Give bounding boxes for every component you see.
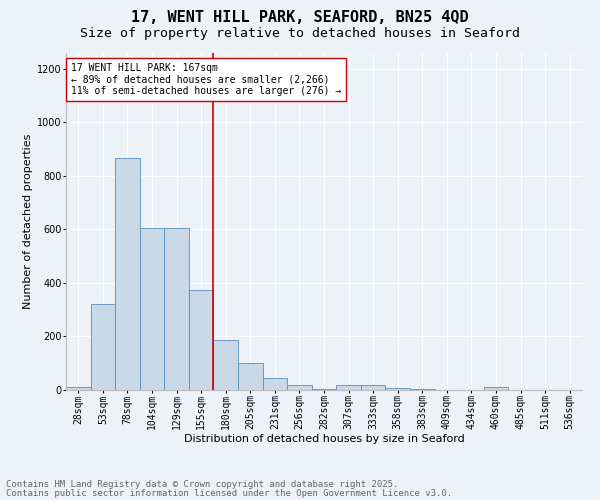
Bar [214,340,238,390]
Bar [140,228,164,390]
Bar [115,158,140,390]
Y-axis label: Number of detached properties: Number of detached properties [23,134,33,309]
Text: 17 WENT HILL PARK: 167sqm
← 89% of detached houses are smaller (2,266)
11% of se: 17 WENT HILL PARK: 167sqm ← 89% of detac… [71,62,341,96]
Bar [361,385,385,390]
Bar [189,290,214,390]
Bar [336,385,361,390]
Bar [263,378,287,390]
Bar [312,388,336,390]
Bar [238,363,263,390]
Bar [484,388,508,390]
Bar [164,228,189,390]
X-axis label: Distribution of detached houses by size in Seaford: Distribution of detached houses by size … [184,434,464,444]
Bar [287,384,312,390]
Text: Contains HM Land Registry data © Crown copyright and database right 2025.: Contains HM Land Registry data © Crown c… [6,480,398,489]
Bar [385,388,410,390]
Bar [91,304,115,390]
Text: Size of property relative to detached houses in Seaford: Size of property relative to detached ho… [80,28,520,40]
Bar [410,389,434,390]
Bar [66,388,91,390]
Text: 17, WENT HILL PARK, SEAFORD, BN25 4QD: 17, WENT HILL PARK, SEAFORD, BN25 4QD [131,10,469,25]
Text: Contains public sector information licensed under the Open Government Licence v3: Contains public sector information licen… [6,488,452,498]
